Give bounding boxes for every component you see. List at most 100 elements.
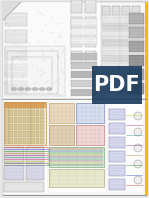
Bar bbox=[109, 151, 125, 162]
Bar bbox=[85, 34, 96, 47]
Bar bbox=[9, 110, 13, 116]
Bar bbox=[27, 110, 31, 116]
Bar bbox=[71, 17, 82, 30]
Bar bbox=[27, 131, 31, 137]
Bar bbox=[4, 182, 44, 192]
Bar bbox=[23, 110, 26, 116]
Bar bbox=[14, 138, 17, 144]
Circle shape bbox=[134, 112, 142, 120]
Circle shape bbox=[134, 144, 142, 152]
Bar bbox=[49, 147, 104, 167]
Bar bbox=[129, 55, 144, 66]
Bar bbox=[27, 124, 31, 130]
Bar bbox=[71, 34, 82, 47]
Bar bbox=[9, 124, 13, 130]
Bar bbox=[3, 2, 146, 99]
Bar bbox=[5, 138, 8, 144]
Bar bbox=[112, 6, 120, 20]
Bar bbox=[40, 131, 44, 137]
Bar bbox=[5, 110, 8, 116]
Bar bbox=[71, 53, 97, 60]
Bar bbox=[18, 124, 22, 130]
Bar bbox=[102, 6, 110, 20]
Bar bbox=[102, 47, 120, 54]
Bar bbox=[31, 124, 35, 130]
Bar bbox=[40, 117, 44, 123]
Bar bbox=[76, 125, 104, 145]
Bar bbox=[5, 64, 27, 77]
Bar bbox=[85, 0, 96, 13]
Bar bbox=[71, 62, 97, 69]
Bar bbox=[14, 103, 17, 109]
Bar bbox=[9, 117, 13, 123]
Ellipse shape bbox=[18, 88, 24, 90]
Bar bbox=[102, 71, 120, 78]
Bar bbox=[102, 31, 120, 38]
Bar bbox=[4, 165, 24, 180]
Bar bbox=[108, 101, 144, 193]
Bar bbox=[31, 110, 35, 116]
Bar bbox=[23, 138, 26, 144]
Bar bbox=[18, 103, 22, 109]
Bar bbox=[109, 179, 125, 190]
Bar bbox=[9, 103, 13, 109]
Bar bbox=[120, 79, 144, 86]
Bar bbox=[3, 99, 146, 195]
Bar bbox=[109, 109, 125, 120]
Bar bbox=[36, 131, 39, 137]
Bar bbox=[120, 87, 144, 94]
Bar bbox=[102, 87, 120, 94]
Bar bbox=[18, 138, 22, 144]
Bar bbox=[9, 131, 13, 137]
Bar bbox=[23, 124, 26, 130]
Bar bbox=[4, 102, 46, 108]
Bar bbox=[102, 55, 120, 62]
Bar bbox=[5, 30, 27, 43]
Bar bbox=[102, 63, 120, 70]
Bar bbox=[102, 23, 120, 30]
Bar bbox=[23, 117, 26, 123]
Bar bbox=[18, 117, 22, 123]
Polygon shape bbox=[3, 2, 21, 20]
Bar bbox=[71, 51, 82, 64]
Bar bbox=[36, 124, 39, 130]
Bar bbox=[9, 138, 13, 144]
Bar bbox=[129, 13, 144, 24]
Bar bbox=[40, 124, 44, 130]
Bar bbox=[36, 110, 39, 116]
Bar bbox=[14, 117, 17, 123]
Bar bbox=[129, 27, 144, 38]
Circle shape bbox=[134, 128, 142, 136]
Ellipse shape bbox=[32, 88, 38, 90]
Bar bbox=[76, 103, 104, 123]
Bar bbox=[48, 101, 106, 193]
Bar bbox=[40, 110, 44, 116]
Bar bbox=[5, 131, 8, 137]
Ellipse shape bbox=[25, 88, 31, 90]
Bar bbox=[85, 51, 96, 64]
Circle shape bbox=[134, 160, 142, 168]
Bar bbox=[18, 110, 22, 116]
Bar bbox=[5, 46, 65, 96]
Bar bbox=[5, 103, 8, 109]
Ellipse shape bbox=[46, 88, 52, 90]
Bar bbox=[120, 39, 144, 46]
Circle shape bbox=[134, 176, 142, 184]
Bar bbox=[129, 41, 144, 52]
Bar bbox=[129, 69, 144, 80]
Ellipse shape bbox=[39, 88, 45, 90]
Bar bbox=[49, 169, 104, 187]
Bar bbox=[102, 15, 120, 22]
Bar bbox=[36, 117, 39, 123]
Bar bbox=[14, 110, 17, 116]
Bar bbox=[120, 23, 144, 30]
Bar bbox=[109, 137, 125, 148]
Bar bbox=[14, 124, 17, 130]
Bar bbox=[5, 117, 8, 123]
Bar bbox=[92, 66, 142, 104]
Bar bbox=[36, 103, 39, 109]
Bar bbox=[31, 138, 35, 144]
Bar bbox=[71, 80, 97, 87]
Bar bbox=[31, 117, 35, 123]
Bar bbox=[27, 117, 31, 123]
